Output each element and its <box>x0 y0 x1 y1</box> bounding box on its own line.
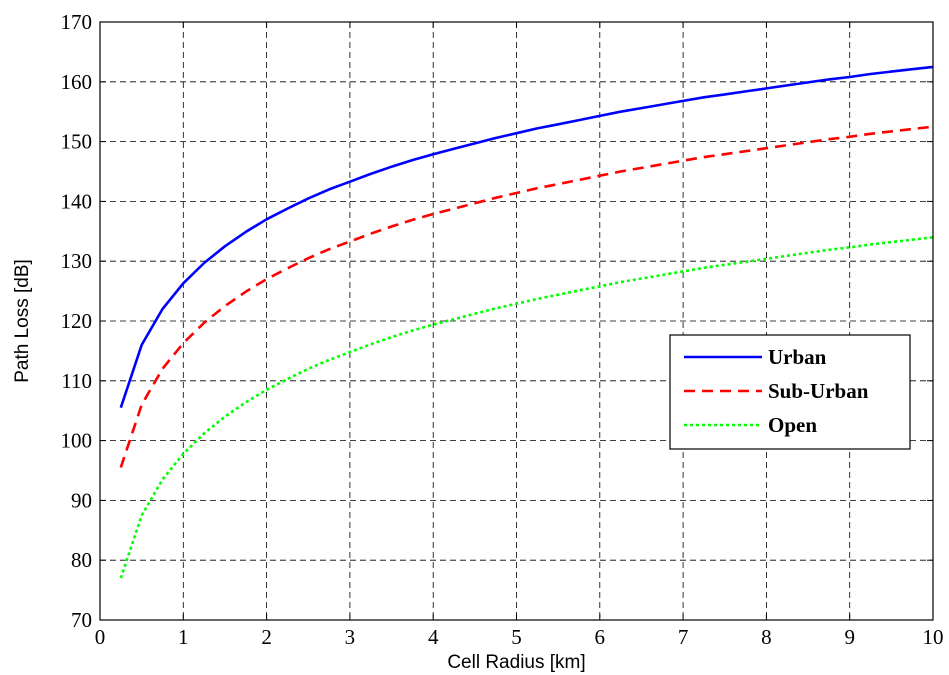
series-lines <box>119 65 934 579</box>
legend: Urban Sub-Urban Open <box>669 334 911 450</box>
x-tick-label: 7 <box>678 625 689 649</box>
y-tick-label: 70 <box>71 608 92 632</box>
x-tick-label: 6 <box>595 625 606 649</box>
y-tick-label: 130 <box>61 249 93 273</box>
legend-label: Open <box>768 413 817 437</box>
y-tick-label: 120 <box>61 309 93 333</box>
axis-ticks: 0 1 2 3 4 5 6 7 8 9 10 70 80 90 100 110 120 130 140 150 160 1… <box>61 10 944 649</box>
y-tick-label: 80 <box>71 548 92 572</box>
y-tick-label: 160 <box>61 70 93 94</box>
x-tick-label: 5 <box>511 625 522 649</box>
x-tick-label: 3 <box>345 625 356 649</box>
y-tick-label: 150 <box>61 130 93 154</box>
legend-label: Sub-Urban <box>768 379 869 403</box>
y-tick-label: 90 <box>71 488 92 512</box>
x-tick-label: 4 <box>428 625 439 649</box>
x-tick-label: 0 <box>95 625 106 649</box>
x-tick-label: 10 <box>923 625 944 649</box>
y-tick-label: 100 <box>61 429 93 453</box>
series-line-sub-urban <box>119 125 934 468</box>
x-tick-label: 8 <box>761 625 772 649</box>
series-line-urban <box>119 65 934 409</box>
y-tick-label: 110 <box>61 369 92 393</box>
x-tick-label: 9 <box>844 625 855 649</box>
x-tick-label: 1 <box>178 625 189 649</box>
x-tick-label: 2 <box>261 625 272 649</box>
y-tick-label: 170 <box>61 10 93 34</box>
legend-label: Urban <box>768 345 827 369</box>
y-tick-label: 140 <box>61 189 93 213</box>
y-axis-title: Path Loss [dB] <box>12 259 33 383</box>
x-axis-title: Cell Radius [km] <box>447 652 585 673</box>
